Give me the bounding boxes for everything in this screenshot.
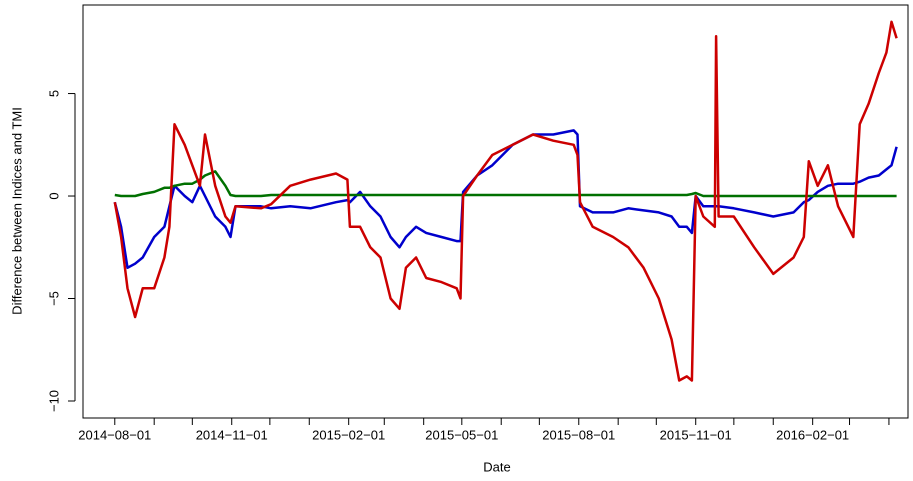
x-axis-label: Date: [483, 459, 510, 474]
y-tick-label: −5: [46, 291, 61, 306]
x-tick-label: 2015−02−01: [312, 427, 385, 442]
y-tick-label: 5: [46, 90, 61, 97]
x-tick-label: 2016−02−01: [776, 427, 849, 442]
x-tick-label: 2015−11−01: [660, 427, 732, 442]
y-tick-label: 0: [46, 192, 61, 199]
x-tick-label: 2014−11−01: [196, 427, 268, 442]
x-tick-label: 2015−08−01: [542, 427, 615, 442]
series-line: [114, 170, 897, 198]
plot-box: [82, 4, 909, 419]
x-tick-label: 2015−05−01: [425, 427, 498, 442]
x-tick-label: 2014−08−01: [78, 427, 151, 442]
series-line: [113, 20, 898, 382]
y-tick-label: −10: [46, 390, 61, 412]
y-axis-label: Difference between Indices and TMI: [9, 107, 24, 315]
series-line: [113, 129, 898, 270]
